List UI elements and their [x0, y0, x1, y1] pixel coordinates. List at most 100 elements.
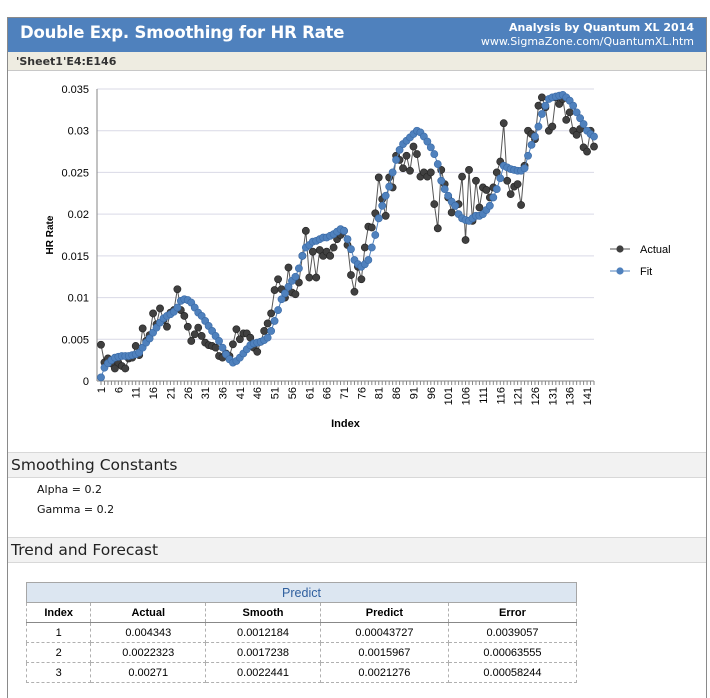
x-tick-label: 106	[461, 387, 473, 405]
analysis-by: Analysis by Quantum XL 2014	[508, 21, 694, 34]
fit-data-point	[538, 110, 546, 118]
column-header: Smooth	[205, 602, 321, 623]
actual-data-point	[562, 115, 571, 124]
fit-data-point	[291, 272, 300, 281]
x-tick-label: 136	[565, 387, 577, 405]
actual-data-point	[503, 176, 512, 185]
x-tick-label: 86	[391, 387, 403, 399]
column-header: Error	[447, 602, 578, 623]
cell: 0.00271	[90, 662, 207, 683]
actual-data-point	[472, 176, 480, 185]
actual-data-point	[347, 271, 355, 279]
x-tick-label: 66	[322, 387, 334, 399]
website-link[interactable]: www.SigmaZone.com/QuantumXL.htm	[480, 35, 694, 48]
actual-data-point	[284, 263, 293, 272]
cell: 0.00058244	[447, 662, 578, 683]
fit-data-point	[218, 343, 227, 352]
fit-data-point	[277, 295, 286, 304]
fit-data-point	[367, 243, 376, 252]
actual-data-point	[565, 108, 574, 117]
fit-data-point	[298, 251, 307, 260]
y-tick-label: 0.035	[61, 84, 89, 96]
fit-data-point	[395, 146, 404, 154]
x-tick-label: 36	[218, 387, 230, 399]
cell: 0.0021276	[319, 662, 449, 683]
fit-data-point	[388, 168, 397, 177]
fit-data-point	[263, 333, 272, 342]
actual-data-point	[187, 337, 196, 345]
fit-data-point	[281, 289, 289, 298]
x-tick-label: 141	[582, 387, 594, 405]
actual-data-point	[253, 347, 262, 356]
actual-data-point	[447, 208, 456, 217]
actual-data-point	[173, 285, 182, 294]
actual-data-point	[409, 142, 418, 151]
actual-data-point	[357, 275, 366, 284]
x-tick-label: 81	[374, 387, 386, 399]
actual-data-point	[433, 224, 442, 233]
actual-data-point	[312, 273, 321, 282]
y-tick-label: 0.02	[68, 209, 89, 221]
actual-data-point	[465, 166, 473, 174]
actual-data-point	[138, 324, 147, 333]
x-tick-label: 61	[304, 387, 316, 399]
fit-data-point	[433, 160, 442, 168]
actual-data-point	[381, 211, 390, 220]
fit-data-point	[385, 182, 394, 191]
actual-data-point	[506, 190, 515, 199]
actual-series-line	[100, 95, 595, 370]
legend-label-fit: Fit	[640, 266, 652, 278]
fit-data-point	[489, 193, 498, 202]
column-header: Predict	[319, 602, 449, 623]
y-tick-label: 0.01	[68, 293, 89, 305]
fit-data-point	[590, 132, 598, 141]
x-tick-label: 31	[200, 387, 212, 399]
smoothing-constants-section: Smoothing Constants	[8, 452, 706, 478]
actual-data-point	[461, 236, 470, 244]
cell: 0.0015967	[319, 642, 449, 663]
actual-data-point	[301, 226, 310, 235]
fit-data-point	[294, 264, 303, 273]
actual-data-point	[263, 319, 272, 328]
y-tick-label: 0.025	[61, 167, 89, 179]
actual-data-point	[183, 322, 192, 331]
section-heading: Trend and Forecast	[11, 541, 159, 559]
fit-data-point	[485, 201, 494, 210]
y-axis-label: HR Rate	[45, 215, 56, 254]
fit-data-point	[270, 317, 279, 325]
actual-data-point	[590, 142, 598, 151]
trend-forecast-section: Trend and Forecast	[8, 537, 706, 563]
fit-data-point	[430, 150, 439, 158]
fit-data-point	[173, 303, 182, 312]
actual-data-point	[190, 330, 199, 339]
fit-data-point	[520, 164, 529, 173]
fit-data-point	[381, 191, 390, 200]
actual-data-point	[235, 335, 244, 344]
actual-data-point	[329, 243, 338, 252]
table-row: 3 0.00271 0.0022441 0.0021276 0.00058244	[25, 662, 578, 683]
actual-data-point	[402, 151, 411, 160]
legend-marker-actual	[616, 245, 624, 253]
forecast-table: Predict Index Actual Smooth Predict Erro…	[25, 582, 578, 683]
cell: 0.0022323	[90, 642, 207, 663]
report-title: Double Exp. Smoothing for HR Rate	[20, 23, 345, 42]
fit-data-point	[496, 174, 505, 183]
section-heading: Smoothing Constants	[11, 456, 178, 474]
legend-label-actual: Actual	[640, 244, 671, 256]
fit-data-point	[145, 334, 154, 343]
actual-data-point	[513, 180, 522, 189]
actual-data-point	[399, 164, 407, 173]
fit-data-point	[541, 101, 550, 110]
fit-data-point	[347, 245, 355, 254]
fit-data-point	[426, 143, 435, 152]
x-tick-label: 56	[287, 387, 299, 399]
fit-data-point	[215, 337, 223, 345]
table-row: 1 0.004343 0.0012184 0.00043727 0.0039057	[25, 622, 578, 643]
actual-data-point	[360, 243, 369, 252]
fit-data-point	[343, 235, 352, 244]
actual-data-point	[499, 119, 508, 128]
actual-data-point	[232, 325, 241, 334]
actual-data-point	[211, 343, 220, 352]
actual-data-point	[163, 322, 171, 331]
